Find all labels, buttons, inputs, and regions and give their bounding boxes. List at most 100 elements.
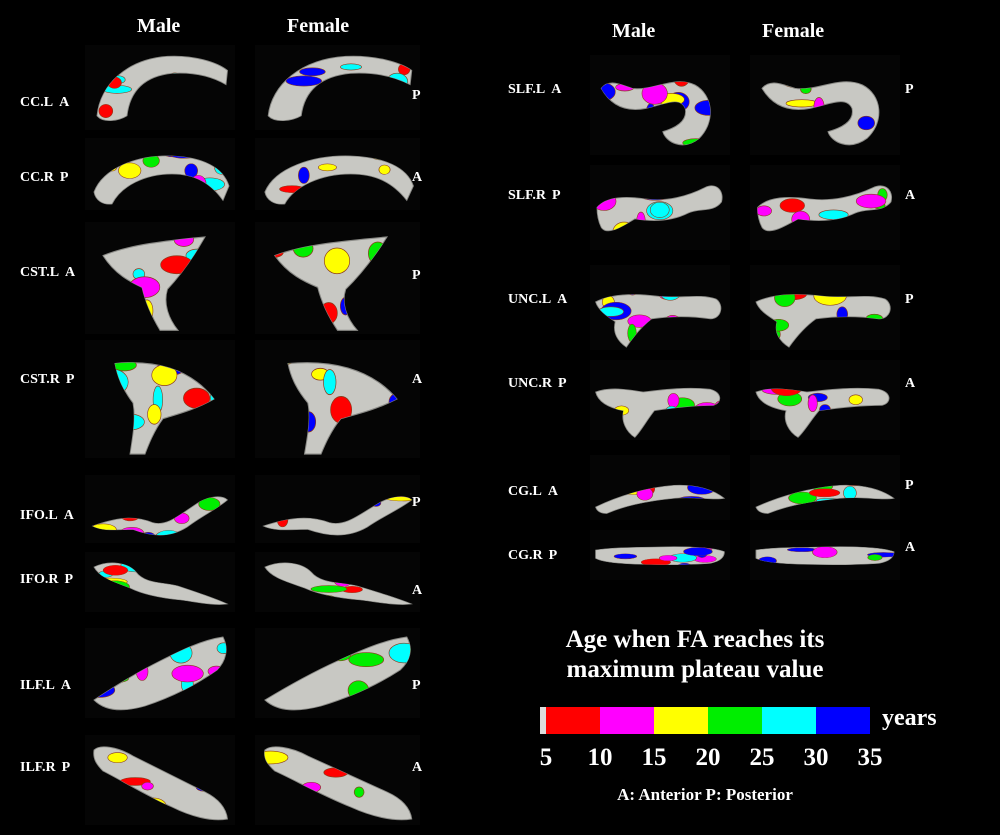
fa-age-patch bbox=[164, 496, 193, 502]
fa-age-patch bbox=[669, 174, 686, 184]
tract-cst-r-female bbox=[255, 340, 420, 458]
fa-age-patch bbox=[783, 81, 806, 88]
tract-start-direction: A bbox=[59, 95, 70, 110]
fa-age-patch bbox=[823, 218, 856, 231]
fa-age-patch bbox=[309, 155, 324, 159]
fa-age-patch bbox=[317, 809, 328, 820]
tract-name: CST.L bbox=[20, 265, 60, 280]
tract-label-cst-r: CST.R P bbox=[20, 372, 74, 388]
fa-age-patch bbox=[865, 313, 883, 323]
fa-age-patch bbox=[347, 680, 370, 701]
fa-age-patch bbox=[115, 368, 129, 396]
fa-age-patch bbox=[323, 247, 351, 275]
tract-label-cg-r: CG.R P bbox=[508, 548, 557, 564]
tract-name: CC.R bbox=[20, 170, 54, 185]
fa-age-patch bbox=[620, 365, 629, 379]
fa-age-patch bbox=[383, 578, 404, 593]
tract-name: ILF.R bbox=[20, 760, 56, 775]
fa-age-patch bbox=[378, 164, 391, 175]
direction-note: A: Anterior P: Posterior bbox=[617, 785, 793, 804]
fa-age-patch bbox=[811, 534, 828, 542]
fa-age-patch bbox=[649, 201, 670, 218]
fa-age-patch bbox=[847, 565, 877, 576]
fa-age-patch bbox=[699, 468, 722, 479]
fa-age-patch bbox=[875, 81, 879, 87]
fa-age-patch bbox=[129, 746, 164, 752]
tract-label-unc-r: UNC.R P bbox=[508, 376, 567, 392]
tract-end-direction: P bbox=[412, 678, 421, 693]
fa-age-patch bbox=[757, 556, 777, 565]
tract-name: SLF.L bbox=[508, 82, 546, 97]
colorbar-segment bbox=[546, 707, 600, 734]
fa-age-patch bbox=[98, 104, 114, 118]
tract-unc-l-male bbox=[590, 265, 730, 350]
tract-surface bbox=[93, 636, 227, 711]
tract-start-direction: P bbox=[557, 376, 567, 391]
fa-age-patch bbox=[383, 155, 414, 158]
fa-age-patch bbox=[301, 781, 321, 793]
fa-age-patch bbox=[352, 694, 389, 710]
fa-age-patch bbox=[813, 185, 835, 192]
tract-end-direction: P bbox=[905, 292, 914, 307]
tract-end-direction: P bbox=[905, 478, 914, 493]
tract-end-direction: A bbox=[412, 583, 423, 598]
colorbar-tick-label: 35 bbox=[857, 744, 883, 771]
fa-age-patch bbox=[107, 56, 118, 59]
tract-name: CG.L bbox=[508, 484, 542, 499]
tract-start-direction: A bbox=[63, 508, 74, 523]
fa-age-patch bbox=[658, 294, 682, 301]
legend-title-line1: Age when FA reaches its bbox=[565, 626, 825, 653]
fa-age-patch bbox=[774, 64, 790, 76]
fa-age-patch bbox=[94, 682, 116, 698]
tract-end-direction: P bbox=[905, 82, 914, 97]
fa-age-patch bbox=[299, 67, 326, 77]
fa-age-patch bbox=[682, 138, 710, 145]
fa-age-patch bbox=[877, 83, 879, 91]
fa-age-patch bbox=[613, 573, 639, 579]
fa-age-patch bbox=[867, 554, 883, 561]
fa-age-patch bbox=[628, 185, 639, 187]
tract-end-direction: A bbox=[412, 372, 423, 387]
fa-age-patch bbox=[807, 394, 818, 413]
fa-age-patch bbox=[147, 404, 162, 425]
fa-age-patch bbox=[93, 804, 121, 814]
fa-age-patch bbox=[671, 461, 700, 466]
fa-age-patch bbox=[141, 781, 154, 791]
fa-age-patch bbox=[663, 315, 683, 334]
fa-age-patch bbox=[779, 198, 805, 213]
tract-start-direction: A bbox=[65, 265, 76, 280]
fa-age-patch bbox=[103, 288, 133, 308]
tract-slf-r-male bbox=[590, 165, 730, 250]
tract-unc-r-female bbox=[750, 360, 900, 440]
tract-start-direction: P bbox=[548, 548, 558, 563]
right-male-header: Male bbox=[612, 20, 656, 42]
tract-surface bbox=[757, 185, 893, 232]
fa-age-patch bbox=[787, 547, 818, 552]
tract-label-cc-r: CC.R P bbox=[20, 170, 68, 186]
fa-age-patch bbox=[678, 275, 689, 285]
fa-age-patch bbox=[288, 362, 299, 366]
tract-label-slf-l: SLF.L A bbox=[508, 82, 561, 98]
tract-cg-l-female bbox=[750, 455, 900, 520]
fa-age-patch bbox=[388, 642, 411, 664]
fa-age-patch bbox=[340, 496, 367, 504]
tract-end-direction: P bbox=[412, 495, 421, 510]
fa-age-patch bbox=[392, 256, 408, 274]
colorbar-tick-label: 25 bbox=[749, 744, 775, 771]
right-female-header: Female bbox=[762, 20, 825, 42]
fa-age-patch bbox=[169, 642, 193, 664]
fa-age-patch bbox=[199, 262, 205, 275]
fa-age-patch bbox=[615, 83, 635, 92]
tract-surface bbox=[114, 362, 215, 455]
tract-end-direction: A bbox=[905, 540, 916, 555]
fa-age-patch bbox=[667, 429, 694, 438]
fa-age-patch bbox=[361, 688, 396, 705]
fa-age-patch bbox=[691, 418, 718, 427]
tract-label-unc-l: UNC.L A bbox=[508, 292, 567, 308]
fa-age-patch bbox=[108, 496, 131, 508]
fa-age-patch bbox=[116, 413, 145, 431]
fa-age-patch bbox=[303, 594, 338, 605]
fa-age-patch bbox=[273, 656, 309, 666]
fa-age-patch bbox=[802, 505, 830, 511]
